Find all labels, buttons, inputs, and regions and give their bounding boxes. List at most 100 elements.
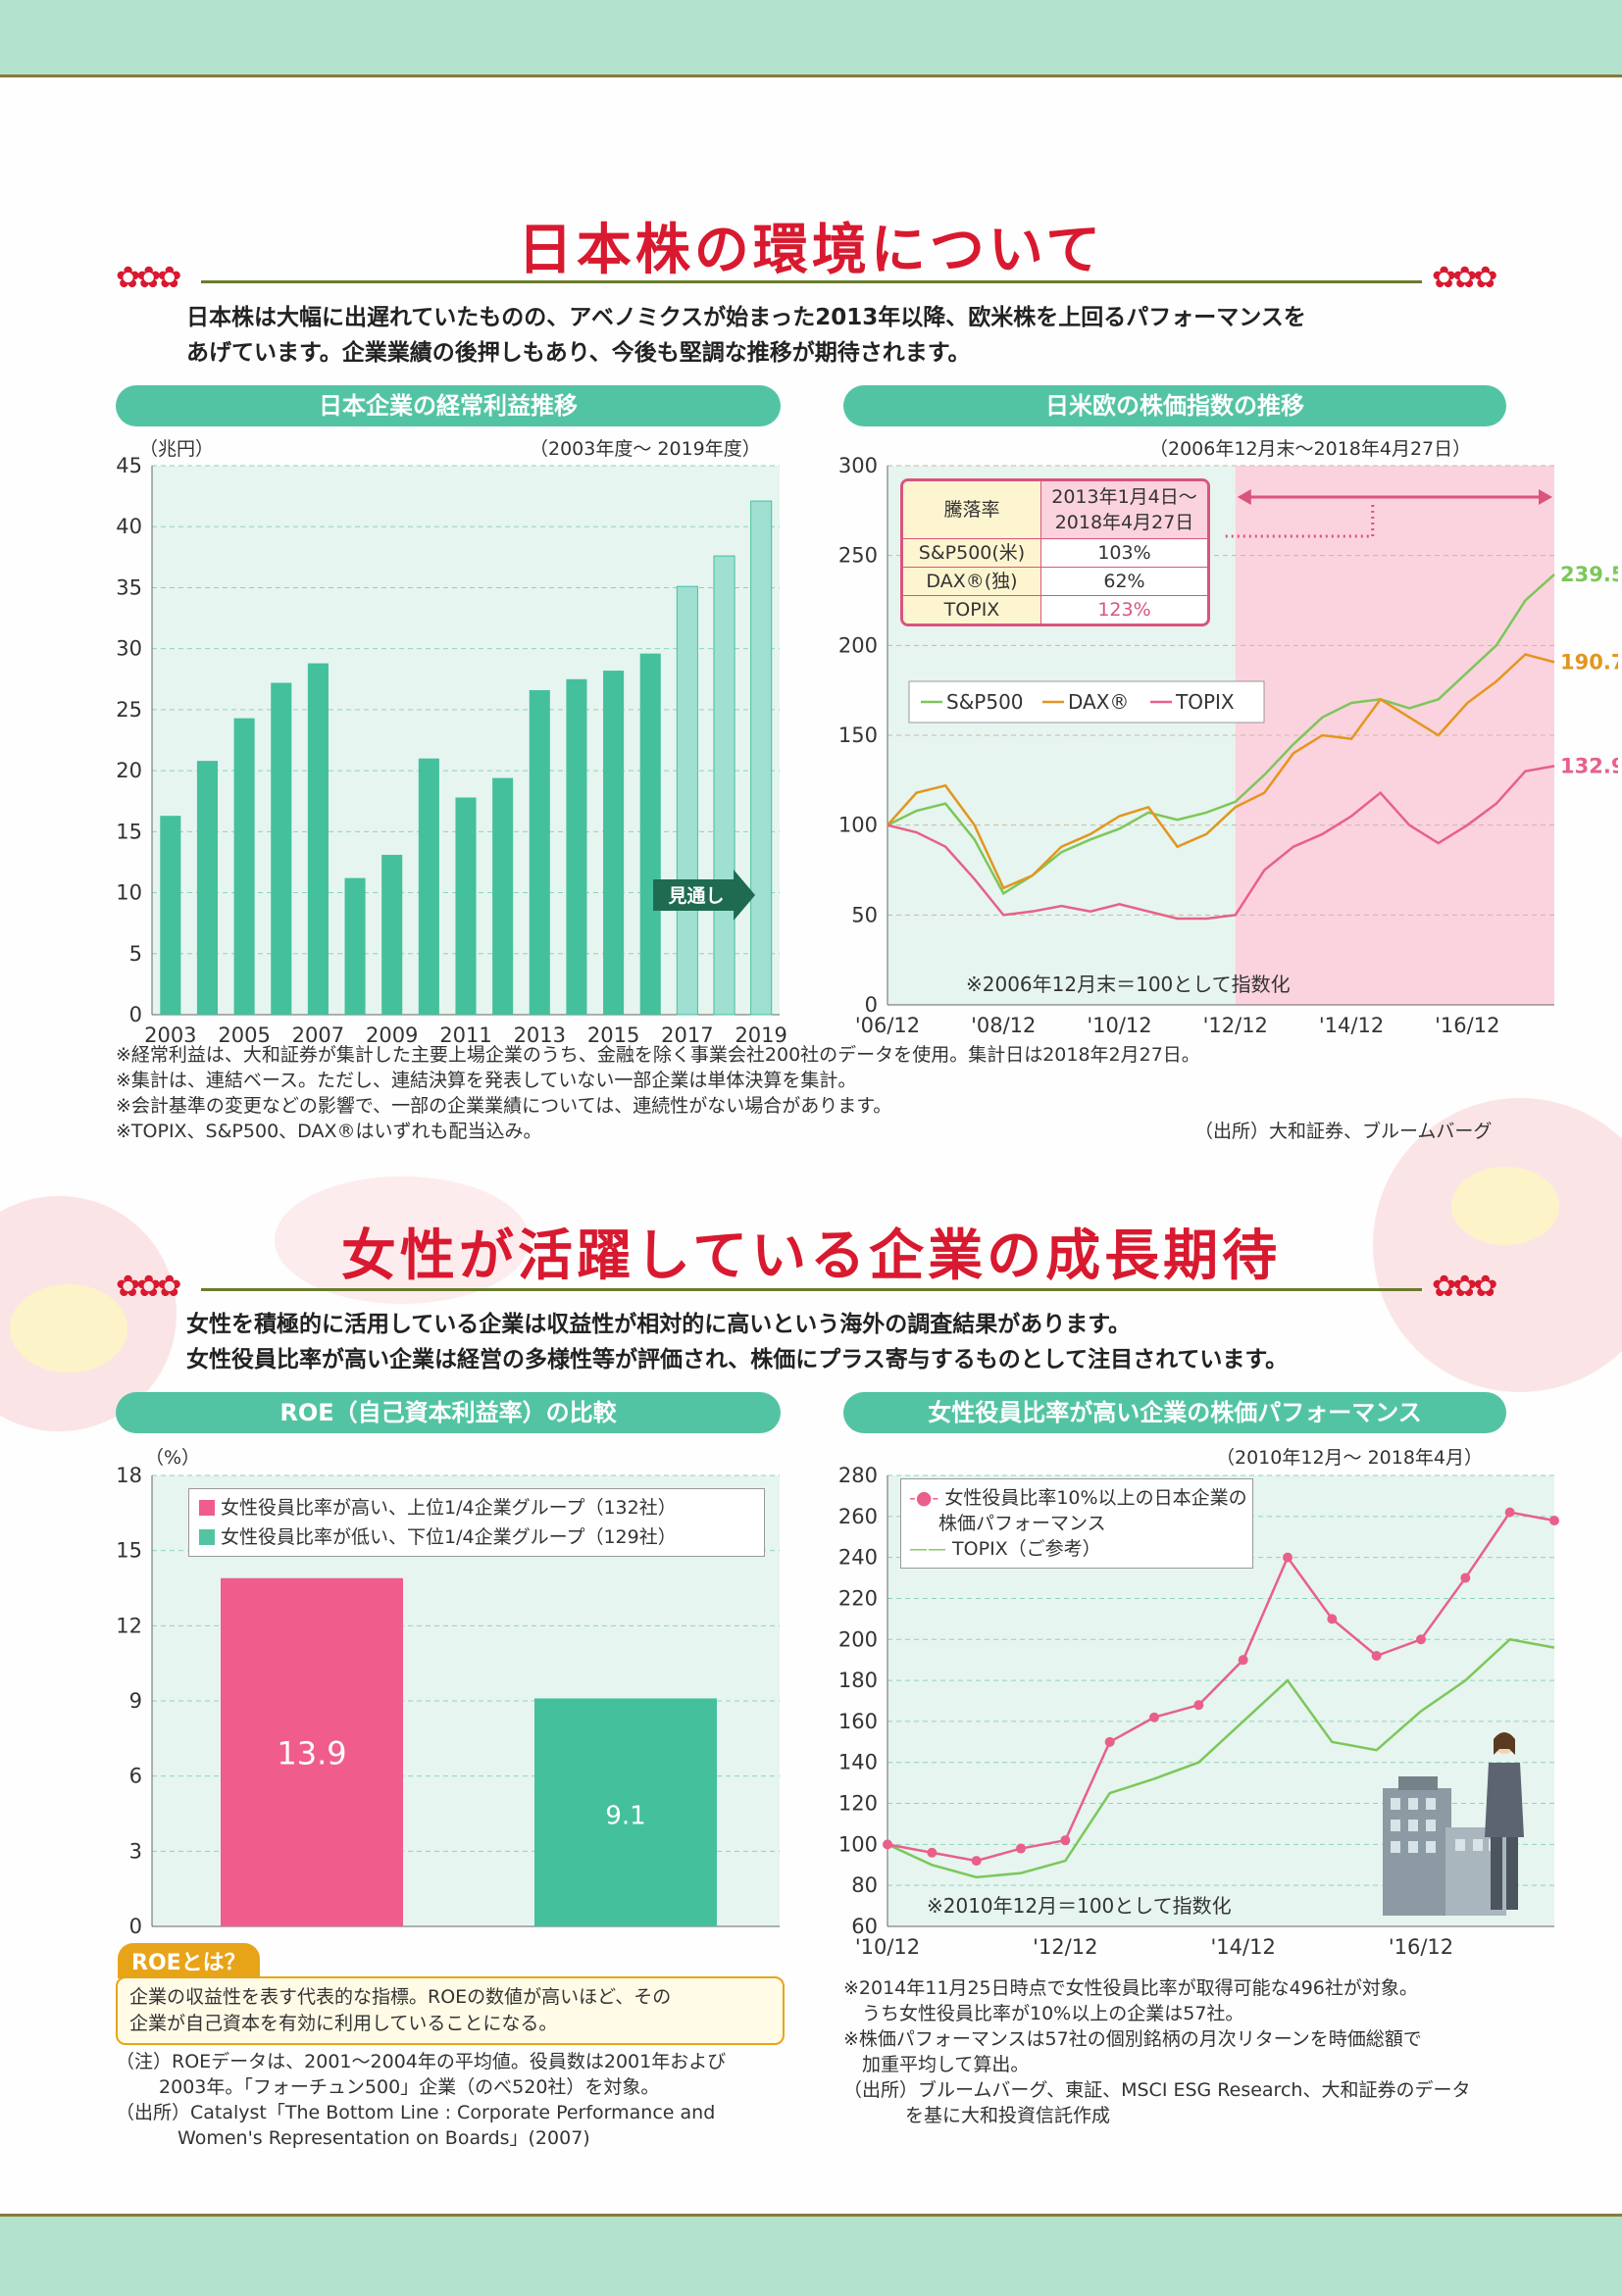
legend-swatch (199, 1500, 215, 1516)
row-value: 103% (1097, 542, 1151, 564)
decor-circle (1373, 1098, 1622, 1392)
intro-line: あげています。企業業績の後押しもあり、今後も堅調な推移が期待されます。 (186, 340, 971, 366)
bar (307, 663, 329, 1015)
y-tick-label: 140 (838, 1751, 878, 1774)
note-line: ※2014年11月25日時点で女性役員比率が取得可能な496社が対象。 (843, 1977, 1418, 1999)
chart1-profit-bars: 0 5 10 15 20 25 30 35 40 45 2003 2005 2007 2009 2011 20… (116, 454, 787, 1047)
y-tick-label: 20 (116, 759, 142, 782)
decor-circle (1451, 1167, 1559, 1245)
row-value: 123% (1097, 599, 1151, 621)
x-tick-label: 2013 (514, 1023, 566, 1047)
source1: （出所）大和証券、ブルームバーグ (1194, 1121, 1493, 1142)
data-point (1416, 1634, 1426, 1645)
y-tick-label: 5 (129, 942, 142, 966)
y-tick-label: 15 (116, 1539, 142, 1563)
divider (201, 1288, 1422, 1291)
table-header-period: 2018年4月27日 (1054, 512, 1194, 533)
x-tick-label: 2007 (292, 1023, 344, 1047)
note-line: 加重平均して算出。 (843, 2054, 1030, 2075)
y-tick-label: 180 (838, 1669, 878, 1692)
y-tick-label: 0 (865, 993, 878, 1017)
y-tick-label: 160 (838, 1710, 878, 1733)
y-tick-label: 0 (129, 1915, 142, 1938)
legend-label: S&P500 (946, 690, 1024, 714)
data-point (1193, 1700, 1204, 1711)
legend-label: TOPIX（ご参考） (952, 1538, 1101, 1560)
y-tick-label: 40 (116, 515, 142, 538)
x-tick-label: 2017 (661, 1023, 713, 1047)
y-tick-label: 260 (838, 1505, 878, 1528)
flower-icon: ✿✿✿ (1432, 1270, 1497, 1304)
x-tick-label: '16/12 (1389, 1935, 1453, 1959)
row-name: S&P500(米) (903, 539, 1041, 567)
legend-label: 女性役員比率10%以上の日本企業の (944, 1487, 1247, 1509)
y-tick-label: 6 (129, 1765, 142, 1788)
bar (196, 761, 219, 1015)
arrow-head (1539, 489, 1552, 505)
flower-icon: ✿✿✿ (116, 261, 181, 295)
legend-swatch (199, 1529, 215, 1545)
bar (676, 585, 698, 1016)
table-row: DAX®(独) 62% (903, 568, 1207, 596)
chart3-unit: （%） (145, 1447, 201, 1469)
legend-marker: -●- (909, 1487, 939, 1509)
section1-intro: 日本株は大幅に出遅れていたものの、アベノミクスが始まった2013年以降、欧米株を… (186, 300, 1559, 371)
note-line: ※経常利益は、大和証券が集計した主要上場企業のうち、金融を除く事業会社200社の… (116, 1044, 1200, 1066)
arrow-head (1237, 489, 1251, 505)
y-tick-label: 220 (838, 1586, 878, 1610)
decor-circle (10, 1284, 127, 1373)
legend-marker: —— (909, 1538, 946, 1560)
roe-tag: ROEとは？ (118, 1943, 260, 1978)
bar (534, 1698, 717, 1926)
chart1-title: 日本企業の経常利益推移 (116, 385, 781, 426)
bar (639, 653, 661, 1015)
forecast-arrow (653, 870, 756, 922)
x-tick-label: '12/12 (1203, 1014, 1268, 1037)
y-tick-label: 18 (116, 1464, 142, 1487)
y-tick-label: 240 (838, 1546, 878, 1570)
note-line: ※株価パフォーマンスは57社の個別銘柄の月次リターンを時価総額で (843, 2028, 1422, 2050)
x-tick-label: 2009 (366, 1023, 418, 1047)
series-line (887, 573, 1555, 896)
flower-icon: ✿✿✿ (1432, 261, 1497, 295)
y-tick-label: 12 (116, 1614, 142, 1637)
bar (271, 682, 292, 1015)
row-name: TOPIX (903, 596, 1041, 624)
end-value-label: 132.9 (1560, 754, 1618, 777)
y-tick-label: 30 (116, 637, 142, 661)
note-line: （注）ROEデータは、2001〜2004年の平均値。役員数は2001年および (116, 2051, 727, 2072)
bar (603, 671, 625, 1015)
row-name: DAX®(独) (903, 568, 1041, 595)
x-tick-label: 2005 (218, 1023, 270, 1047)
table-header-period: 2013年1月4日〜 (1051, 486, 1197, 508)
data-point (1283, 1552, 1293, 1563)
bar-value-label: 13.9 (277, 1734, 346, 1772)
series-line (887, 1511, 1555, 1863)
y-tick-label: 300 (838, 454, 878, 477)
legend-label: 女性役員比率が低い、下位1/4企業グループ（129社） (221, 1526, 677, 1548)
x-tick-label: '08/12 (971, 1014, 1036, 1037)
y-tick-label: 100 (838, 1832, 878, 1856)
y-tick-label: 50 (851, 903, 878, 926)
flower-icon: ✿✿✿ (116, 1270, 181, 1304)
bar (418, 758, 439, 1015)
series-line (887, 765, 1555, 921)
chart4-legend: -●- 女性役員比率10%以上の日本企業の 株価パフォーマンス —— TOPIX… (900, 1478, 1253, 1569)
chart1-unit: （兆円） (139, 438, 215, 460)
x-tick-label: 2019 (735, 1023, 786, 1047)
return-table: 騰落率 2013年1月4日〜 2018年4月27日 S&P500(米) 103%… (900, 478, 1210, 626)
x-tick-label: '14/12 (1319, 1014, 1384, 1037)
table-row: TOPIX 123% (903, 596, 1207, 624)
x-tick-label: '16/12 (1435, 1014, 1499, 1037)
x-tick-label: 2011 (439, 1023, 491, 1047)
index-note: ※2006年12月末＝100として指数化 (966, 973, 1291, 996)
bar (713, 555, 735, 1016)
end-value-label: 190.7 (1560, 650, 1618, 674)
data-point (1371, 1651, 1382, 1661)
data-point (1060, 1835, 1071, 1846)
y-tick-label: 150 (838, 724, 878, 747)
chart3-legend: 女性役員比率が高い、上位1/4企業グループ（132社） 女性役員比率が低い、下位… (188, 1488, 765, 1557)
x-tick-label: '10/12 (855, 1935, 920, 1959)
y-tick-label: 3 (129, 1839, 142, 1863)
bar (455, 797, 477, 1015)
